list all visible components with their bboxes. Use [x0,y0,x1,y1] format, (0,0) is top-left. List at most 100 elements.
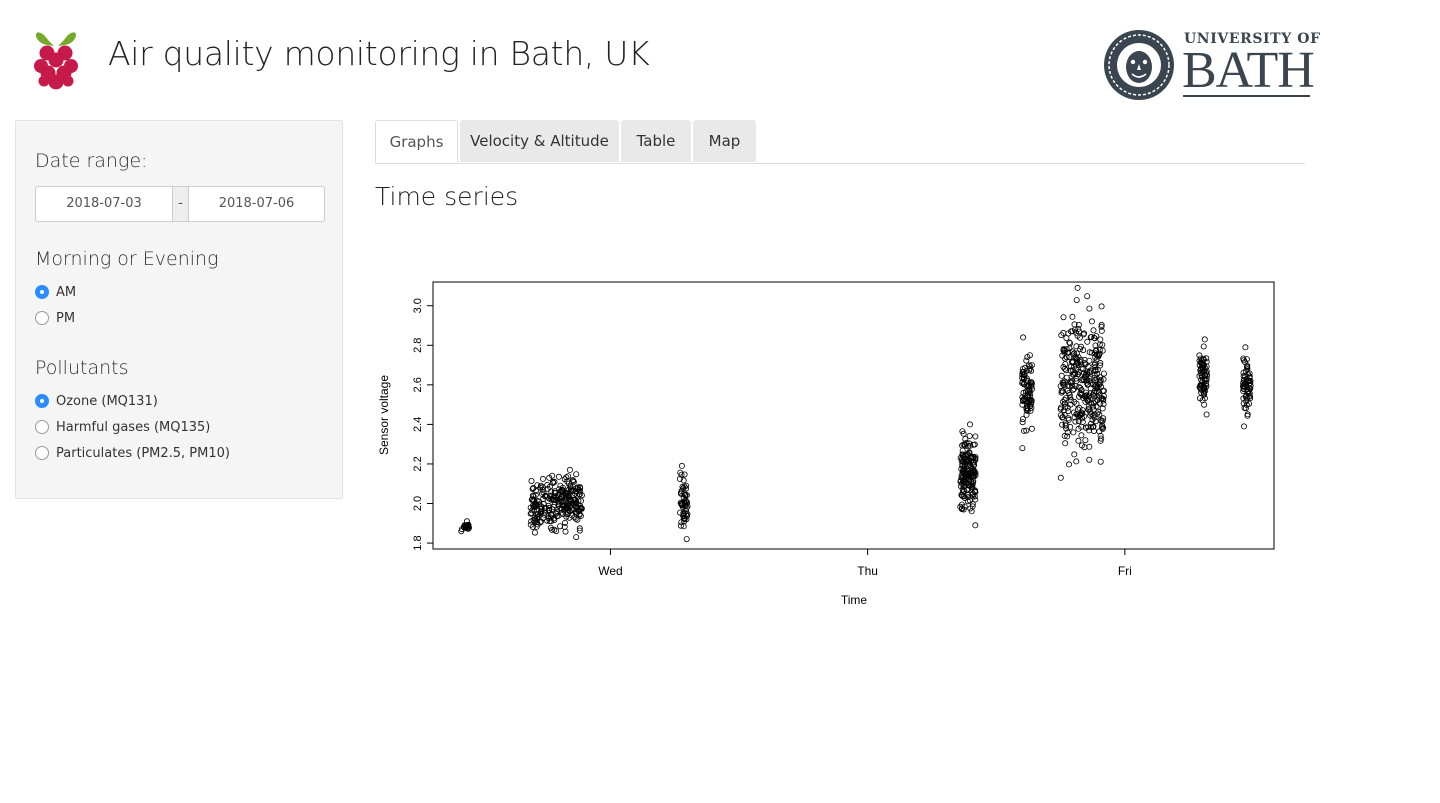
data-point [1097,458,1104,465]
data-point [1077,346,1084,353]
data-point [1067,423,1074,430]
data-point [1084,293,1091,300]
data-point [1101,370,1108,377]
data-point [556,495,563,502]
data-point [1240,355,1247,362]
data-point [972,487,979,494]
data-point [683,536,690,543]
tab-map[interactable]: Map [693,120,756,162]
radio-button-icon[interactable] [35,420,49,434]
data-point [572,515,579,522]
data-point [545,495,552,502]
data-point [532,491,539,498]
data-point [557,523,564,530]
data-points [458,284,1254,543]
data-point [561,519,568,526]
data-point [461,522,468,529]
data-point [1203,368,1210,375]
data-point [1028,404,1035,411]
data-point [1201,386,1208,393]
sidebar-panel: Date range: 2018-07-03 - 2018-07-06 Morn… [15,120,343,499]
radio-button-selected-icon[interactable] [35,394,49,408]
data-point [968,482,975,489]
data-point [1067,340,1074,347]
data-point [1082,361,1089,368]
data-point [1099,405,1106,412]
date-end-input[interactable]: 2018-07-06 [188,186,325,222]
data-point [1080,331,1087,338]
radio-particulates[interactable]: Particulates (PM2.5, PM10) [35,444,230,462]
data-point [535,498,542,505]
radio-button-icon[interactable] [35,446,49,460]
data-point [565,506,572,513]
radio-harmful-gases[interactable]: Harmful gases (MQ135) [35,418,210,436]
data-point [1076,334,1083,341]
data-point [527,510,534,517]
radio-pm[interactable]: PM [35,309,75,327]
data-point [560,502,567,509]
data-point [1099,387,1106,394]
data-point [679,483,686,490]
data-point [972,522,979,529]
data-point [575,497,582,504]
data-point [1244,389,1251,396]
data-point [676,475,683,482]
data-point [558,488,565,495]
data-point [1061,432,1068,439]
data-point [530,485,537,492]
data-point [549,478,556,485]
data-point [577,512,584,519]
data-point [1078,442,1085,449]
data-point [1092,397,1099,404]
data-point [968,508,975,515]
data-point [1073,400,1080,407]
radio-label-pm: PM [56,310,76,326]
data-point [971,470,978,477]
tab-bar: Graphs Velocity & Altitude Table Map [375,120,1305,164]
data-point [1197,386,1204,393]
data-point [681,492,688,499]
data-point [561,476,568,483]
data-point [539,484,546,491]
data-point [1061,396,1068,403]
data-point [1099,347,1106,354]
data-point [1062,355,1069,362]
data-point [556,486,563,493]
data-point [1072,383,1079,390]
date-start-input[interactable]: 2018-07-03 [35,186,173,222]
data-point [531,529,538,536]
data-point [563,513,570,520]
data-point [1021,364,1028,371]
data-point [1066,339,1073,346]
data-point [561,523,568,530]
radio-ozone[interactable]: Ozone (MQ131) [35,392,158,410]
data-point [1198,371,1205,378]
data-point [1098,384,1105,391]
data-point [971,441,978,448]
data-point [1083,395,1090,402]
data-point [1081,377,1088,384]
data-point [1246,370,1253,377]
radio-button-selected-icon[interactable] [35,285,49,299]
data-point [565,480,572,487]
data-point [1243,401,1250,408]
data-point [966,432,973,439]
tab-table[interactable]: Table [621,120,691,162]
data-point [680,523,687,530]
tab-velocity-altitude[interactable]: Velocity & Altitude [460,120,619,162]
data-point [961,494,968,501]
data-point [1070,429,1077,436]
data-point [1099,424,1106,431]
data-point [549,472,556,479]
tab-graphs[interactable]: Graphs [375,120,458,163]
data-point [1197,382,1204,389]
data-point [1201,401,1208,408]
radio-am[interactable]: AM [35,283,76,301]
data-point [577,485,584,492]
radio-button-icon[interactable] [35,311,49,325]
data-point [1096,400,1103,407]
university-of-text: UNIVERSITY OF [1184,31,1321,47]
data-point [966,440,973,447]
data-point [541,505,548,512]
y-tick-label: 3.0 [412,298,424,313]
